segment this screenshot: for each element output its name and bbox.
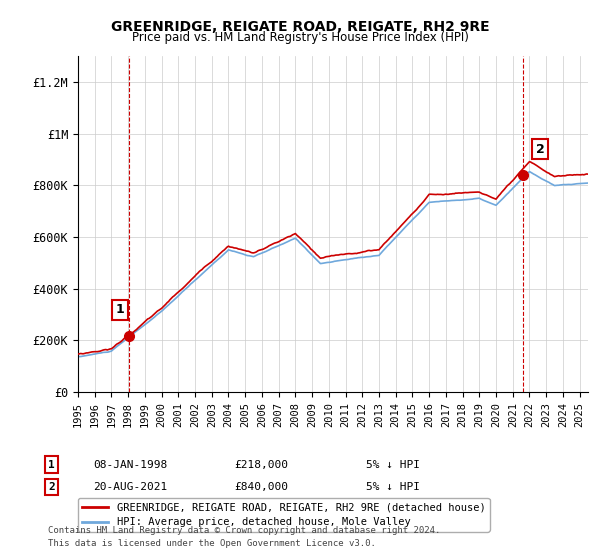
Text: 08-JAN-1998: 08-JAN-1998 [93,460,167,470]
Text: GREENRIDGE, REIGATE ROAD, REIGATE, RH2 9RE: GREENRIDGE, REIGATE ROAD, REIGATE, RH2 9… [110,20,490,34]
Text: £218,000: £218,000 [234,460,288,470]
Text: Contains HM Land Registry data © Crown copyright and database right 2024.: Contains HM Land Registry data © Crown c… [48,526,440,535]
Text: Price paid vs. HM Land Registry's House Price Index (HPI): Price paid vs. HM Land Registry's House … [131,31,469,44]
Text: 2: 2 [536,143,545,156]
Text: 2: 2 [48,482,55,492]
Text: This data is licensed under the Open Government Licence v3.0.: This data is licensed under the Open Gov… [48,539,376,548]
Text: 5% ↓ HPI: 5% ↓ HPI [366,460,420,470]
Text: 1: 1 [48,460,55,470]
Text: 1: 1 [116,304,125,316]
Text: £840,000: £840,000 [234,482,288,492]
Text: 20-AUG-2021: 20-AUG-2021 [93,482,167,492]
Text: 5% ↓ HPI: 5% ↓ HPI [366,482,420,492]
Legend: GREENRIDGE, REIGATE ROAD, REIGATE, RH2 9RE (detached house), HPI: Average price,: GREENRIDGE, REIGATE ROAD, REIGATE, RH2 9… [78,498,490,531]
